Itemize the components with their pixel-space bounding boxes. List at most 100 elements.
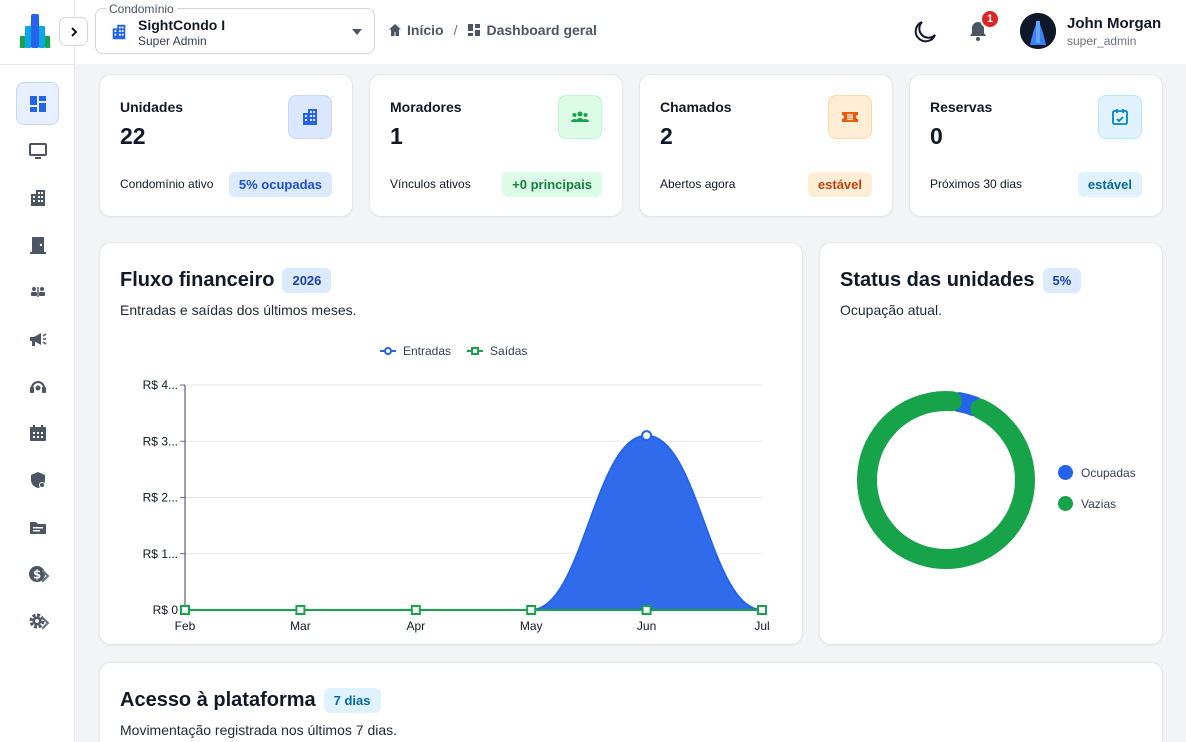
avatar[interactable]: [1020, 13, 1056, 49]
caret-down-icon: [352, 29, 362, 35]
legend-label: Saídas: [490, 344, 528, 358]
data-point-saidas: [641, 605, 652, 615]
sidebar-item-monitor[interactable]: [16, 129, 59, 172]
status-badge: 5% ocupadas: [228, 172, 332, 197]
legend-marker: [380, 347, 396, 355]
calendar-check-icon: [1098, 95, 1142, 139]
legend-item-occupied[interactable]: Ocupadas: [1058, 457, 1136, 488]
stat-card-tickets: Chamados 2 Abertos agora estável: [639, 74, 893, 217]
user-role: super_admin: [1067, 34, 1137, 48]
legend-item-entradas[interactable]: Entradas: [380, 344, 451, 358]
sidebar-item-documents[interactable]: [16, 505, 59, 548]
calendar-icon: [29, 424, 46, 441]
breadcrumb-separator: /: [453, 22, 458, 38]
status-badge: estável: [807, 172, 872, 197]
sidebar-item-residents[interactable]: [16, 270, 59, 313]
donut-legend: Ocupadas Vazias: [1058, 457, 1136, 519]
group-icon: [558, 95, 602, 139]
finance-title-text: Fluxo financeiro: [120, 269, 275, 291]
period-badge: 7 dias: [323, 688, 381, 713]
legend-label: Ocupadas: [1081, 465, 1136, 480]
donut-slice-vazias: [857, 391, 1035, 569]
theme-toggle-moon-icon[interactable]: [912, 19, 938, 45]
x-tick-label: Feb: [175, 619, 196, 633]
y-tick-label: R$ 3...: [143, 434, 178, 448]
stat-value: 2: [660, 123, 673, 149]
data-point-entradas: [641, 430, 653, 442]
finance-icon: $: [28, 565, 45, 582]
x-tick-label: Apr: [406, 619, 425, 633]
x-tick-label: Jul: [754, 619, 769, 633]
app-logo[interactable]: [14, 10, 56, 52]
monitor-icon: [28, 142, 47, 159]
data-point-saidas: [757, 605, 767, 615]
home-icon: [389, 24, 401, 36]
stat-card-residents: Moradores 1 Vínculos ativos +0 principai…: [369, 74, 623, 217]
y-tick-label: R$ 0: [153, 603, 179, 617]
y-tick-label: R$ 4...: [143, 378, 178, 392]
data-point-saidas: [410, 605, 421, 615]
sidebar-item-buildings[interactable]: [16, 176, 59, 219]
user-avatar-image: [1020, 13, 1056, 49]
condominium-role: Super Admin: [138, 34, 207, 48]
ticket-icon: [828, 95, 872, 139]
top-header: Condomínio SightCondo I Super Admin Iníc…: [59, 0, 1186, 64]
folder-icon: [29, 521, 46, 534]
x-tick-label: May: [520, 619, 543, 633]
platform-access-card: Acesso à plataforma 7 dias Movimentação …: [99, 662, 1163, 742]
svg-text:$: $: [32, 567, 40, 581]
stat-title: Unidades: [120, 99, 184, 115]
condominium-select[interactable]: Condomínio SightCondo I Super Admin: [95, 2, 375, 54]
finance-title: Fluxo financeiro 2026: [120, 268, 332, 293]
units-donut-chart: [857, 391, 1035, 569]
stat-title: Moradores: [390, 99, 462, 115]
data-point-saidas: [180, 605, 190, 615]
year-badge: 2026: [282, 268, 332, 293]
breadcrumb-home-link[interactable]: Início: [407, 22, 444, 38]
x-tick-label: Jun: [637, 619, 656, 633]
stat-subtitle: Vínculos ativos: [390, 177, 471, 191]
sidebar-item-announcements[interactable]: [16, 317, 59, 360]
building-icon: [112, 24, 126, 40]
stat-value: 1: [390, 123, 403, 149]
legend-item-saidas[interactable]: Saídas: [467, 344, 527, 358]
sidebar-item-calendar[interactable]: [16, 411, 59, 454]
sidebar-divider: [0, 64, 75, 65]
series-area-entradas: [185, 435, 762, 610]
sidebar-item-support[interactable]: [16, 364, 59, 407]
legend-label: Entradas: [403, 344, 452, 358]
sidebar-item-finance[interactable]: $: [16, 552, 59, 595]
notification-count-badge: 1: [980, 9, 1000, 29]
sidebar-item-settings[interactable]: [16, 599, 59, 642]
dashboard-icon: [29, 95, 46, 112]
stat-title: Reservas: [930, 99, 993, 115]
chevron-right-icon: [70, 26, 77, 37]
user-name[interactable]: John Morgan: [1067, 15, 1162, 32]
sidebar: $: [0, 0, 75, 742]
y-tick-label: R$ 2...: [143, 491, 178, 505]
stat-card-units: Unidades 22 Condomínio ativo 5% ocupadas: [99, 74, 353, 217]
legend-item-vacant[interactable]: Vazias: [1058, 488, 1136, 519]
stat-title: Chamados: [660, 99, 732, 115]
legend-marker: [1058, 465, 1073, 480]
data-point-saidas: [526, 605, 537, 615]
chart-legend: Entradas Saídas: [380, 344, 543, 358]
sidebar-item-security[interactable]: [16, 458, 59, 501]
sidebar-item-units[interactable]: [16, 223, 59, 266]
status-badge: estável: [1077, 172, 1142, 197]
door-icon: [29, 236, 46, 254]
support-agent-icon: [29, 380, 46, 393]
sidebar-toggle-button[interactable]: [59, 17, 88, 46]
y-tick-label: R$ 1...: [143, 547, 178, 561]
legend-marker: [467, 347, 484, 355]
units-status-card: Status das unidades 5% Ocupação atual. O…: [819, 242, 1163, 645]
x-tick-label: Mar: [290, 619, 311, 633]
sidebar-item-dashboard[interactable]: [16, 82, 59, 125]
dashboard-icon: [468, 24, 481, 36]
status-badge: +0 principais: [502, 172, 602, 197]
units-status-title-text: Status das unidades: [840, 269, 1035, 291]
units-status-title: Status das unidades 5%: [840, 268, 1082, 293]
settings-icon: [29, 613, 44, 628]
breadcrumb-current: Dashboard geral: [486, 22, 597, 38]
residents-icon: [30, 286, 45, 297]
